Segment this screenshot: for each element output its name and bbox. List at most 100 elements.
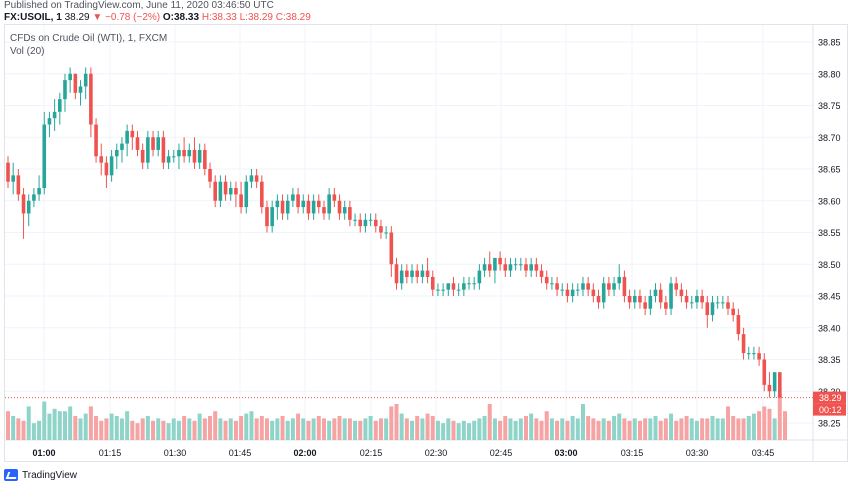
candle-body: [420, 270, 425, 277]
x-tick-label: 01:15: [99, 448, 122, 458]
candle-body: [239, 194, 243, 208]
candle-body: [394, 264, 399, 284]
volume-bar: [62, 411, 67, 440]
candle-body: [451, 283, 456, 290]
candle-body: [109, 156, 114, 176]
volume-bar: [648, 418, 653, 440]
candle-body: [555, 283, 559, 290]
candle-body: [493, 257, 497, 271]
candle-body: [576, 289, 580, 291]
candle-body: [47, 118, 52, 125]
volume-bar: [104, 418, 109, 440]
candle-body: [130, 130, 135, 138]
volume-bar: [6, 411, 10, 440]
candle-body: [410, 270, 414, 277]
candle-body: [679, 289, 684, 296]
x-tick-label: 02:15: [360, 448, 383, 458]
volume-bar: [327, 420, 332, 440]
volume-bar: [627, 420, 632, 440]
candle-body: [6, 162, 10, 182]
chart-frame[interactable]: [4, 24, 848, 462]
volume-bar: [68, 406, 73, 440]
candle-body: [368, 219, 373, 221]
volume-bar: [275, 418, 280, 440]
x-tick-label: 02:45: [490, 448, 513, 458]
volume-legend: Vol (20): [10, 46, 45, 57]
volume-bar: [560, 418, 565, 440]
volume-bar: [73, 416, 78, 440]
candle-body: [171, 156, 176, 158]
volume-bar: [119, 418, 124, 440]
candle-body: [596, 296, 601, 303]
volume-bar: [88, 406, 93, 440]
volume-bar: [689, 418, 694, 440]
volume-bar: [265, 418, 269, 440]
volume-bar: [477, 418, 482, 440]
volume-bar: [290, 418, 295, 440]
volume-bar: [410, 420, 415, 440]
countdown-badge: [813, 403, 846, 416]
candle-body: [317, 200, 321, 208]
candle-body: [612, 283, 616, 290]
y-tick-label: 38.50: [818, 260, 841, 270]
volume-bar: [296, 413, 301, 440]
candle-body: [581, 283, 585, 290]
candle-body: [78, 86, 83, 93]
volume-bar: [591, 418, 596, 440]
volume-bar: [368, 416, 373, 440]
candle-body: [223, 181, 228, 195]
volume-bar: [26, 406, 31, 440]
volume-bar: [617, 413, 622, 440]
volume-bar: [741, 418, 746, 440]
volume-bar: [156, 418, 161, 440]
x-tick-label: 03:45: [752, 448, 775, 458]
candle-body: [332, 194, 337, 201]
volume-bar: [492, 418, 497, 440]
volume-bar: [244, 413, 249, 440]
volume-bar: [720, 418, 725, 440]
volume-bar: [637, 420, 642, 440]
volume-bar: [762, 406, 767, 440]
volume-bar: [731, 416, 736, 440]
y-tick-label: 38.45: [818, 292, 841, 302]
volume-bar: [461, 420, 466, 440]
volume-bar: [757, 411, 762, 440]
volume-bar: [83, 413, 88, 440]
candle-body: [140, 149, 145, 163]
volume-bar: [233, 420, 238, 440]
volume-bar: [353, 420, 358, 440]
candle-body: [456, 289, 461, 291]
volume-bar: [529, 413, 534, 440]
brand-label: TradingView: [22, 469, 78, 481]
volume-bar: [249, 411, 254, 440]
y-tick-label: 38.85: [818, 38, 841, 48]
volume-bar: [601, 418, 606, 440]
candle-body: [746, 353, 751, 355]
volume-bar: [218, 418, 223, 440]
volume-bar: [580, 404, 585, 440]
volume-bar: [161, 420, 166, 440]
candle-body: [721, 302, 725, 304]
tradingview-logo[interactable]: TradingView: [4, 469, 77, 481]
volume-bar: [736, 418, 741, 440]
low-value: L:38.29: [239, 12, 273, 23]
candle-body: [234, 188, 238, 195]
candle-body: [430, 276, 435, 290]
volume-bar: [151, 420, 156, 440]
volume-bar: [446, 418, 451, 440]
volume-bar: [31, 423, 36, 440]
volume-bar: [435, 420, 440, 440]
candle-body: [731, 308, 735, 316]
volume-bar: [710, 416, 715, 440]
volume-bar: [575, 418, 580, 440]
x-tick-label: 01:45: [229, 448, 252, 458]
candle-body: [389, 232, 394, 265]
volume-bar: [586, 416, 591, 440]
candle-body: [767, 384, 772, 392]
candle-body: [151, 137, 155, 150]
volume-bar: [166, 423, 171, 440]
candle-body: [73, 73, 78, 93]
candle-body: [68, 73, 72, 81]
volume-bar: [202, 418, 207, 440]
